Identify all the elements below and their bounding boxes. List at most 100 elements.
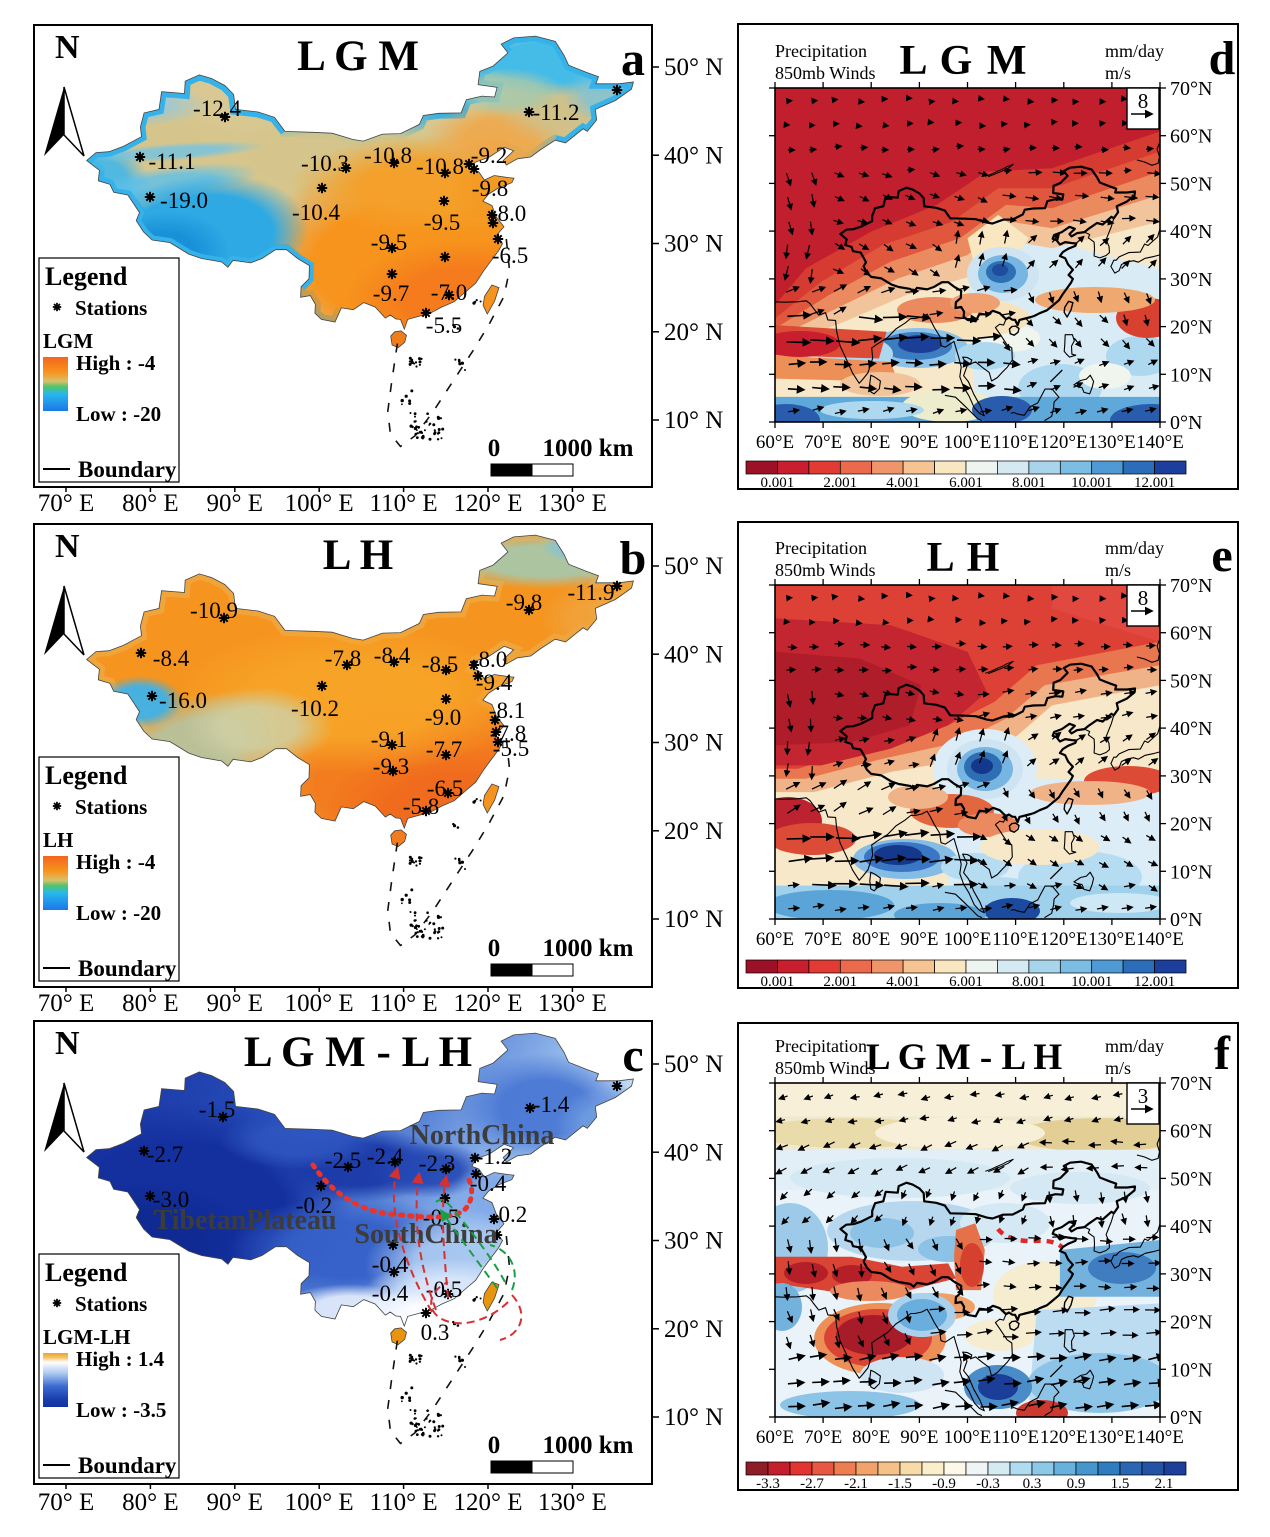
svg-text:120° E: 120° E bbox=[453, 490, 522, 517]
svg-text:6.001: 6.001 bbox=[949, 974, 983, 990]
svg-text:100° E: 100° E bbox=[285, 990, 354, 1017]
svg-text:-8.4: -8.4 bbox=[374, 643, 411, 668]
svg-text:130°E: 130°E bbox=[1088, 929, 1136, 950]
svg-text:-9.5: -9.5 bbox=[424, 210, 460, 235]
svg-text:140°E: 140°E bbox=[1136, 929, 1184, 950]
svg-text:N: N bbox=[55, 1025, 80, 1062]
svg-text:1000 km: 1000 km bbox=[543, 435, 634, 462]
svg-text:60°E: 60°E bbox=[756, 929, 794, 950]
svg-text:4.001: 4.001 bbox=[886, 475, 920, 491]
svg-text:100° E: 100° E bbox=[285, 1489, 354, 1516]
svg-text:10° N: 10° N bbox=[664, 1404, 723, 1431]
svg-text:850mb Winds: 850mb Winds bbox=[775, 1058, 875, 1078]
svg-text:90° E: 90° E bbox=[207, 490, 264, 517]
svg-text:60°E: 60°E bbox=[756, 432, 794, 453]
svg-text:c: c bbox=[622, 1029, 643, 1082]
svg-text:110° E: 110° E bbox=[370, 990, 438, 1017]
svg-text:L H: L H bbox=[323, 532, 394, 579]
svg-text:70°N: 70°N bbox=[1170, 1073, 1212, 1095]
svg-text:mm/day: mm/day bbox=[1105, 538, 1164, 558]
svg-text:-1.5: -1.5 bbox=[888, 1476, 912, 1492]
svg-text:120°E: 120°E bbox=[1040, 929, 1088, 950]
svg-text:-9.1: -9.1 bbox=[371, 727, 407, 752]
svg-text:LH: LH bbox=[43, 828, 73, 852]
svg-text:Low : -3.5: Low : -3.5 bbox=[76, 1398, 166, 1422]
svg-text:40°N: 40°N bbox=[1170, 221, 1212, 243]
svg-text:-5.5: -5.5 bbox=[426, 313, 462, 338]
svg-text:30° N: 30° N bbox=[664, 1228, 723, 1255]
svg-text:-8.0: -8.0 bbox=[471, 647, 507, 672]
svg-text:20° N: 20° N bbox=[664, 319, 723, 346]
svg-text:-9.2: -9.2 bbox=[471, 143, 507, 168]
svg-text:-1.4: -1.4 bbox=[533, 1092, 570, 1117]
svg-text:-9.3: -9.3 bbox=[373, 754, 409, 779]
svg-text:-10.8: -10.8 bbox=[364, 143, 412, 168]
svg-text:80° E: 80° E bbox=[122, 490, 179, 517]
svg-text:12.001: 12.001 bbox=[1134, 974, 1175, 990]
svg-text:100° E: 100° E bbox=[285, 490, 354, 517]
svg-text:-11.2: -11.2 bbox=[532, 100, 579, 125]
svg-text:TibetanPlateau: TibetanPlateau bbox=[153, 1205, 336, 1236]
svg-text:60°N: 60°N bbox=[1170, 623, 1212, 645]
svg-text:High : 1.4: High : 1.4 bbox=[76, 1347, 165, 1371]
svg-text:50° N: 50° N bbox=[664, 54, 723, 81]
svg-text:m/s: m/s bbox=[1105, 1058, 1131, 1078]
svg-text:60°N: 60°N bbox=[1170, 1121, 1212, 1143]
svg-text:10.001: 10.001 bbox=[1071, 475, 1112, 491]
svg-text:130°E: 130°E bbox=[1088, 432, 1136, 453]
svg-text:100°E: 100°E bbox=[944, 1427, 992, 1448]
svg-text:0.3: 0.3 bbox=[421, 1320, 450, 1345]
svg-text:Precipitation: Precipitation bbox=[775, 1036, 867, 1056]
svg-text:140°E: 140°E bbox=[1136, 1427, 1184, 1448]
svg-text:-2.3: -2.3 bbox=[419, 1151, 455, 1176]
svg-text:2.1: 2.1 bbox=[1155, 1476, 1174, 1492]
svg-text:-7.7: -7.7 bbox=[426, 737, 462, 762]
svg-text:LGM-LH: LGM-LH bbox=[43, 1325, 131, 1349]
svg-text:20° N: 20° N bbox=[664, 818, 723, 845]
svg-text:130° E: 130° E bbox=[538, 1489, 607, 1516]
svg-text:120° E: 120° E bbox=[453, 990, 522, 1017]
svg-text:110°E: 110°E bbox=[992, 432, 1039, 453]
svg-text:-9.5: -9.5 bbox=[371, 230, 407, 255]
svg-text:-8.4: -8.4 bbox=[153, 646, 190, 671]
svg-text:80°E: 80°E bbox=[852, 929, 890, 950]
svg-text:d: d bbox=[1209, 32, 1236, 85]
svg-text:-12.4: -12.4 bbox=[193, 96, 241, 121]
svg-text:-19.0: -19.0 bbox=[160, 188, 208, 213]
svg-text:Stations: Stations bbox=[75, 795, 147, 819]
svg-text:-3.3: -3.3 bbox=[756, 1476, 780, 1492]
svg-text:6.001: 6.001 bbox=[949, 475, 983, 491]
svg-text:140°E: 140°E bbox=[1136, 432, 1184, 453]
svg-text:Precipitation: Precipitation bbox=[775, 41, 867, 61]
svg-text:-0.3: -0.3 bbox=[976, 1476, 1000, 1492]
svg-text:80°E: 80°E bbox=[852, 1427, 890, 1448]
svg-text:80° E: 80° E bbox=[122, 1489, 179, 1516]
svg-text:70°E: 70°E bbox=[804, 432, 842, 453]
svg-text:850mb Winds: 850mb Winds bbox=[775, 63, 875, 83]
svg-text:-9.0: -9.0 bbox=[425, 705, 461, 730]
svg-text:f: f bbox=[1214, 1027, 1231, 1080]
svg-text:Precipitation: Precipitation bbox=[775, 538, 867, 558]
svg-text:8: 8 bbox=[1138, 89, 1149, 113]
svg-text:Legend: Legend bbox=[45, 761, 128, 790]
svg-text:60°N: 60°N bbox=[1170, 126, 1212, 148]
svg-text:80°E: 80°E bbox=[852, 432, 890, 453]
svg-text:50°N: 50°N bbox=[1170, 670, 1212, 692]
svg-text:Boundary: Boundary bbox=[78, 1453, 177, 1478]
svg-text:-2.4: -2.4 bbox=[367, 1144, 404, 1169]
svg-text:-5.8: -5.8 bbox=[403, 794, 439, 819]
svg-text:120°E: 120°E bbox=[1040, 1427, 1088, 1448]
svg-text:90°E: 90°E bbox=[900, 432, 938, 453]
svg-text:-6.5: -6.5 bbox=[492, 243, 528, 268]
svg-text:8.001: 8.001 bbox=[1012, 974, 1046, 990]
svg-text:-2.5: -2.5 bbox=[325, 1148, 361, 1173]
svg-text:-8.1: -8.1 bbox=[489, 698, 525, 723]
svg-text:30° N: 30° N bbox=[664, 231, 723, 258]
svg-text:mm/day: mm/day bbox=[1105, 1036, 1164, 1056]
svg-text:2.001: 2.001 bbox=[823, 974, 857, 990]
svg-text:L G M - L H: L G M - L H bbox=[244, 1029, 472, 1076]
svg-text:0.9: 0.9 bbox=[1067, 1476, 1086, 1492]
svg-text:20°N: 20°N bbox=[1170, 814, 1212, 836]
svg-text:-10.9: -10.9 bbox=[190, 598, 238, 623]
svg-text:N: N bbox=[55, 29, 80, 66]
